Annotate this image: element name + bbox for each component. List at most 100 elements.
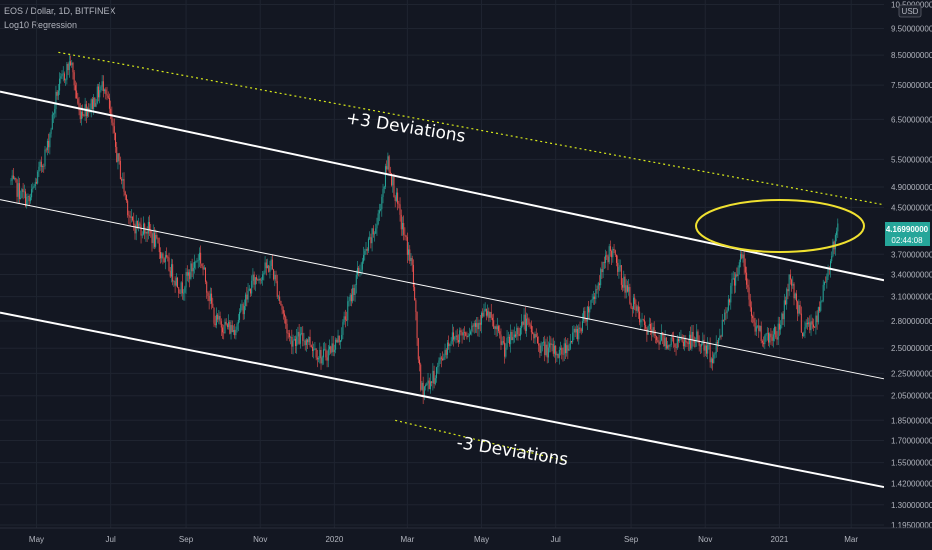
candle-body — [192, 267, 194, 272]
candle-body — [363, 255, 365, 262]
candle-body — [398, 203, 400, 205]
candle-body — [381, 196, 383, 210]
candle-body — [766, 332, 768, 334]
candle-body — [251, 280, 253, 294]
candle-body — [196, 260, 198, 262]
candle-body — [591, 299, 593, 301]
candle-body — [551, 343, 553, 345]
candle-body — [703, 339, 705, 351]
candle-body — [490, 311, 492, 318]
y-tick-label: 2.25000000 — [891, 369, 932, 378]
candle-body — [775, 326, 777, 338]
x-tick-label: 2021 — [771, 535, 789, 544]
candle-body — [177, 277, 179, 288]
candle-body — [522, 322, 524, 325]
candle-body — [657, 340, 659, 343]
candle-body — [738, 262, 740, 268]
candle-body — [116, 146, 118, 163]
candle-body — [615, 254, 617, 263]
candle-body — [83, 115, 85, 117]
regression-mid-line — [0, 199, 885, 380]
candle-body — [538, 343, 540, 346]
candle-body — [747, 284, 749, 288]
candle-body — [230, 325, 232, 334]
candle-body — [73, 72, 75, 86]
candle-body — [567, 345, 569, 351]
candle-body — [562, 354, 564, 355]
candle-body — [460, 330, 462, 332]
candle-body — [690, 334, 692, 349]
x-tick-label: Jul — [551, 535, 561, 544]
candle-body — [386, 166, 388, 170]
candle-body — [506, 337, 508, 348]
candle-body — [179, 293, 181, 294]
candle-body — [730, 285, 732, 303]
candle-body — [71, 62, 73, 66]
candle-body — [701, 343, 703, 347]
candle-body — [686, 342, 688, 343]
candle-body — [592, 296, 594, 300]
candle-body — [95, 103, 97, 107]
price-axis-panel — [884, 0, 932, 550]
candle-body — [412, 264, 414, 288]
bar-countdown-label: 02:44:08 — [891, 236, 923, 245]
candle-body — [456, 335, 458, 341]
candle-body — [825, 282, 827, 283]
candle-body — [508, 336, 510, 345]
y-tick-label: 6.50000000 — [891, 115, 932, 124]
candle-body — [296, 336, 298, 346]
candle-body — [166, 255, 168, 257]
candle-body — [392, 176, 394, 186]
candle-body — [346, 319, 348, 321]
candle-body — [217, 314, 219, 320]
candle-body — [309, 337, 311, 346]
candle-body — [100, 86, 102, 91]
candle-body — [155, 234, 157, 247]
candle-body — [187, 272, 189, 276]
candle-body — [123, 179, 125, 192]
y-tick-label: 5.50000000 — [891, 155, 932, 164]
y-tick-label: 2.05000000 — [891, 392, 932, 401]
candle-body — [573, 328, 575, 333]
candle-body — [465, 332, 467, 336]
candle-body — [445, 349, 447, 355]
candle-body — [642, 319, 644, 321]
highlight-ellipse — [695, 199, 865, 253]
candle-body — [477, 323, 479, 330]
candle-body — [541, 342, 543, 344]
candle-body — [625, 285, 627, 293]
candle-body — [170, 264, 172, 277]
candle-body — [160, 252, 162, 259]
candle-body — [797, 301, 799, 314]
candle-body — [231, 325, 233, 332]
deviation-annotation: -3 Deviations — [455, 433, 569, 470]
y-tick-label: 2.50000000 — [891, 344, 932, 353]
candle-body — [358, 267, 360, 273]
candle-body — [724, 312, 726, 321]
candle-body — [489, 311, 491, 318]
candle-body — [667, 345, 669, 349]
candle-body — [823, 282, 825, 285]
candle-body — [80, 111, 82, 120]
candle-body — [487, 311, 489, 316]
candle-body — [112, 122, 114, 127]
currency-badge[interactable] — [898, 4, 922, 18]
candle-body — [504, 342, 506, 357]
candle-body — [426, 383, 428, 386]
candle-body — [832, 241, 834, 257]
candle-body — [59, 78, 61, 91]
candle-body — [535, 334, 537, 338]
candle-body — [204, 267, 206, 282]
candle-body — [339, 340, 341, 343]
candle-body — [178, 287, 180, 294]
candle-body — [496, 326, 498, 330]
candle-body — [524, 314, 526, 332]
candle-body — [443, 357, 445, 361]
candle-body — [401, 223, 403, 230]
candle-body — [664, 337, 666, 346]
candle-body — [162, 253, 164, 259]
candle-body — [781, 313, 783, 325]
candle-body — [505, 347, 507, 357]
candle-body — [367, 238, 369, 251]
